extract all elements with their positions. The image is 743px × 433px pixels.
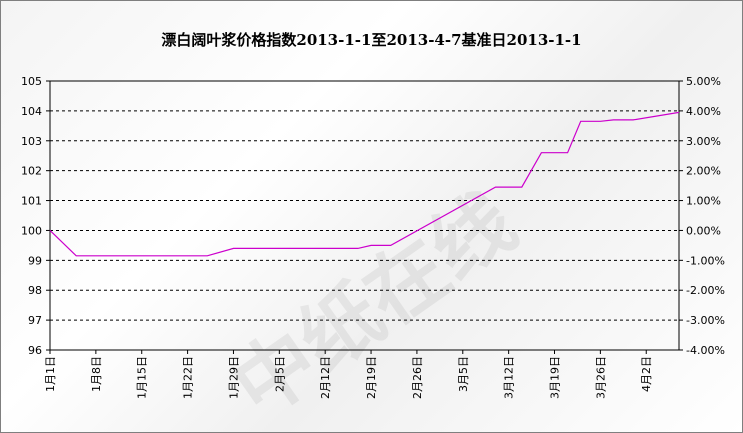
y-tick-label: 101 bbox=[21, 195, 42, 208]
x-tick-label: 1月15日 bbox=[136, 356, 149, 399]
y2-tick-label: -2.00% bbox=[686, 284, 725, 297]
y-tick-label: 103 bbox=[21, 135, 42, 148]
x-tick-label: 2月19日 bbox=[365, 356, 378, 399]
y2-tick-label: -1.00% bbox=[686, 254, 725, 267]
y2-tick-label: 3.00% bbox=[686, 135, 721, 148]
x-tick-label: 3月12日 bbox=[503, 356, 516, 399]
y2-tick-label: -3.00% bbox=[686, 314, 725, 327]
y-tick-label: 99 bbox=[28, 254, 42, 267]
x-tick-label: 3月19日 bbox=[549, 356, 562, 399]
price-index-line bbox=[49, 111, 680, 257]
y2-tick-label: 2.00% bbox=[686, 165, 721, 178]
plot-area bbox=[49, 80, 680, 351]
y-tick-label: 102 bbox=[21, 165, 42, 178]
chart-title: 漂白阔叶浆价格指数2013-1-1至2013-4-7基准日2013-1-1 bbox=[161, 31, 582, 49]
x-tick-label: 1月29日 bbox=[227, 356, 240, 399]
y2-tick-label: 0.00% bbox=[686, 224, 721, 237]
y-tick-label: 98 bbox=[28, 284, 42, 297]
y-tick-label: 105 bbox=[21, 75, 42, 88]
x-tick-label: 1月8日 bbox=[90, 356, 103, 392]
x-tick-label: 4月2日 bbox=[640, 356, 653, 392]
y-tick-label: 96 bbox=[28, 344, 42, 357]
x-tick-label: 3月5日 bbox=[457, 356, 470, 392]
x-tick-label: 2月12日 bbox=[319, 356, 332, 399]
x-tick-label: 2月26日 bbox=[411, 356, 424, 399]
x-tick-label: 1月1日 bbox=[44, 356, 57, 392]
y2-tick-label: -4.00% bbox=[686, 344, 725, 357]
y2-tick-label: 5.00% bbox=[686, 75, 721, 88]
y2-tick-label: 1.00% bbox=[686, 195, 721, 208]
x-tick-label: 2月5日 bbox=[273, 356, 286, 392]
y-tick-label: 100 bbox=[21, 224, 42, 237]
y-tick-label: 104 bbox=[21, 105, 42, 118]
x-tick-label: 1月22日 bbox=[182, 356, 195, 399]
y-tick-label: 97 bbox=[28, 314, 42, 327]
y2-tick-label: 4.00% bbox=[686, 105, 721, 118]
x-tick-label: 3月26日 bbox=[594, 356, 607, 399]
